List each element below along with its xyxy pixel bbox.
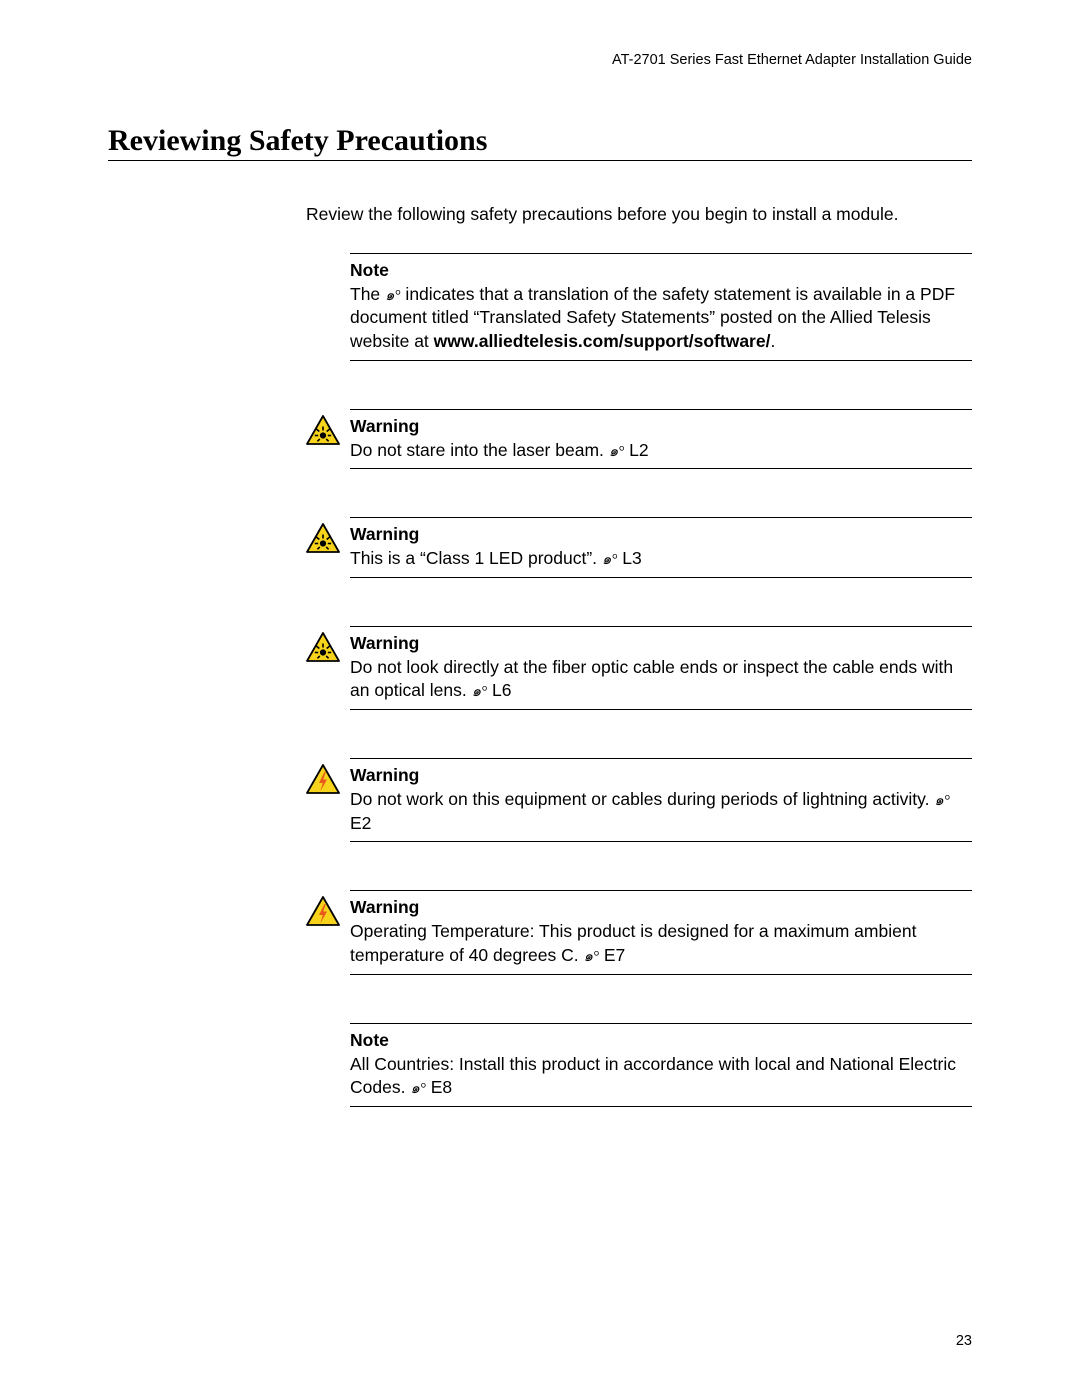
section-title: Reviewing Safety Precautions <box>108 124 972 158</box>
warning-block: WarningOperating Temperature: This produ… <box>306 890 972 974</box>
page: AT-2701 Series Fast Ethernet Adapter Ins… <box>0 0 1080 1195</box>
icon-slot <box>306 409 350 445</box>
block-body: The ๑° indicates that a translation of t… <box>350 283 972 354</box>
reference-glyph-icon: ๑° <box>602 552 618 568</box>
block-label: Warning <box>350 897 972 918</box>
block-body: This is a “Class 1 LED product”. ๑° L3 <box>350 547 972 571</box>
block-label: Warning <box>350 765 972 786</box>
bottom-rule <box>350 841 972 842</box>
icon-slot <box>306 758 350 794</box>
text-column: WarningThis is a “Class 1 LED product”. … <box>350 517 972 578</box>
laser-warning-icon <box>306 523 340 553</box>
note-block: NoteAll Countries: Install this product … <box>306 1023 972 1107</box>
running-header: AT-2701 Series Fast Ethernet Adapter Ins… <box>108 52 972 68</box>
bottom-rule <box>350 468 972 469</box>
blocks-container: NoteThe ๑° indicates that a translation … <box>306 253 972 1107</box>
electric-warning-icon <box>306 764 340 794</box>
bottom-rule <box>350 360 972 361</box>
text-column: NoteAll Countries: Install this product … <box>350 1023 972 1107</box>
icon-slot <box>306 253 350 259</box>
top-rule <box>350 1023 972 1024</box>
text-column: WarningDo not work on this equipment or … <box>350 758 972 842</box>
intro-paragraph: Review the following safety precautions … <box>306 203 972 227</box>
reference-glyph-icon: ๑° <box>934 793 950 809</box>
icon-slot <box>306 517 350 553</box>
text-column: WarningOperating Temperature: This produ… <box>350 890 972 974</box>
bottom-rule <box>350 577 972 578</box>
top-rule <box>350 517 972 518</box>
note-block: NoteThe ๑° indicates that a translation … <box>306 253 972 361</box>
text-column: WarningDo not look directly at the fiber… <box>350 626 972 710</box>
block-label: Warning <box>350 633 972 654</box>
bold-link-text: www.alliedtelesis.com/support/software/ <box>434 331 771 351</box>
warning-block: WarningThis is a “Class 1 LED product”. … <box>306 517 972 578</box>
block-label: Warning <box>350 416 972 437</box>
reference-glyph-icon: ๑° <box>472 684 488 700</box>
laser-warning-icon <box>306 415 340 445</box>
page-number: 23 <box>956 1333 972 1349</box>
top-rule <box>350 890 972 891</box>
bottom-rule <box>350 709 972 710</box>
warning-block: WarningDo not work on this equipment or … <box>306 758 972 842</box>
block-body: All Countries: Install this product in a… <box>350 1053 972 1100</box>
reference-glyph-icon: ๑° <box>609 444 625 460</box>
reference-glyph-icon: ๑° <box>583 949 599 965</box>
block-body: Do not look directly at the fiber optic … <box>350 656 972 703</box>
bottom-rule <box>350 1106 972 1107</box>
top-rule <box>350 758 972 759</box>
laser-warning-icon <box>306 632 340 662</box>
warning-block: WarningDo not look directly at the fiber… <box>306 626 972 710</box>
icon-slot <box>306 1023 350 1029</box>
icon-slot <box>306 626 350 662</box>
content-column: Review the following safety precautions … <box>306 203 972 1107</box>
bottom-rule <box>350 974 972 975</box>
top-rule <box>350 253 972 254</box>
block-body: Do not stare into the laser beam. ๑° L2 <box>350 439 972 463</box>
reference-glyph-icon: ๑° <box>410 1081 426 1097</box>
block-body: Operating Temperature: This product is d… <box>350 920 972 967</box>
block-label: Note <box>350 260 972 281</box>
warning-block: WarningDo not stare into the laser beam.… <box>306 409 972 470</box>
title-rule <box>108 160 972 161</box>
reference-glyph-icon: ๑° <box>385 288 401 304</box>
top-rule <box>350 409 972 410</box>
top-rule <box>350 626 972 627</box>
electric-warning-icon <box>306 896 340 926</box>
icon-slot <box>306 890 350 926</box>
block-label: Note <box>350 1030 972 1051</box>
text-column: WarningDo not stare into the laser beam.… <box>350 409 972 470</box>
block-label: Warning <box>350 524 972 545</box>
text-column: NoteThe ๑° indicates that a translation … <box>350 253 972 361</box>
block-body: Do not work on this equipment or cables … <box>350 788 972 835</box>
